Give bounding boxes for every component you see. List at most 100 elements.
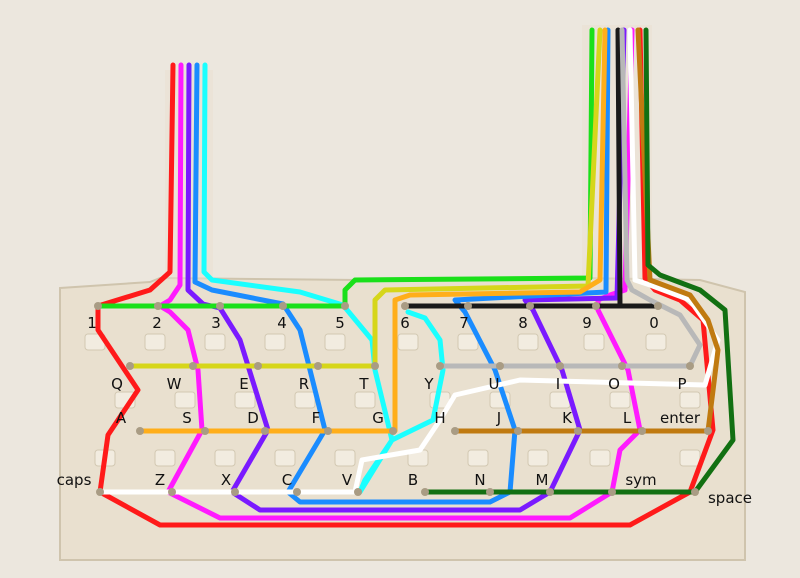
key-label-f: F [312,409,321,427]
key-label-o: O [608,375,620,393]
key-label-d: D [247,409,259,427]
wire-yellow [127,27,603,369]
key-pad [154,449,176,467]
key-label-7: 7 [459,314,469,332]
contact-point [389,427,397,435]
contact-point [686,362,694,370]
wire-traces [94,27,736,528]
contact-point [618,362,626,370]
key-label-y: Y [423,375,434,393]
key-label-a: A [116,409,127,427]
key-label-n: N [474,471,485,489]
key-label-q: Q [111,375,123,393]
contact-point [96,488,104,496]
key-label-9: 9 [582,314,592,332]
key-pad [264,333,286,351]
key-pad [204,333,226,351]
key-label-g: G [372,409,384,427]
contact-point [314,362,322,370]
contact-point [464,302,472,310]
key-label-h: H [434,409,445,427]
key-label-k: K [562,409,573,427]
key-pad [645,333,667,351]
key-label-i: I [556,375,560,393]
contact-point [421,488,429,496]
key-pad [583,333,605,351]
key-pad [144,333,166,351]
contact-point [216,302,224,310]
key-pad [679,449,701,467]
contact-point [94,302,102,310]
key-pad [527,449,549,467]
wire-darkgreen [422,27,736,495]
key-label-5: 5 [335,314,345,332]
key-label-p: P [677,375,686,393]
contact-point [136,427,144,435]
key-label-caps: caps [57,471,92,489]
key-label-6: 6 [400,314,410,332]
key-pad [467,449,489,467]
contact-point [324,427,332,435]
contact-point [451,427,459,435]
key-label-enter: enter [660,409,701,427]
key-label-8: 8 [518,314,528,332]
key-label-x: X [221,471,231,489]
key-label-1: 1 [87,314,97,332]
contact-point [231,488,239,496]
key-label-z: Z [155,471,165,489]
key-label-2: 2 [152,314,162,332]
key-label-b: B [408,471,418,489]
key-label-l: L [623,409,632,427]
key-label-t: T [358,375,369,393]
contact-point [514,427,522,435]
contact-point [436,362,444,370]
wire-red [95,27,716,528]
key-pad [324,333,346,351]
key-pad [397,333,419,351]
contact-point [341,302,349,310]
key-pad [334,449,356,467]
contact-point [168,488,176,496]
key-label-e: E [239,375,248,393]
contact-point [279,302,287,310]
key-pad [517,333,539,351]
contact-point [154,302,162,310]
key-pad [234,391,256,409]
contact-point [546,488,554,496]
contact-point [638,427,646,435]
key-pad [609,391,631,409]
contact-point [201,427,209,435]
key-pad [294,391,316,409]
contact-point [592,302,600,310]
key-label-4: 4 [277,314,287,332]
key-label-0: 0 [649,314,659,332]
contact-point [261,427,269,435]
key-label-v: V [342,471,353,489]
key-pad [274,449,296,467]
contact-point [496,362,504,370]
key-pad [354,391,376,409]
contact-point [654,302,662,310]
key-pad [174,391,196,409]
contact-point [486,488,494,496]
contact-point [691,488,699,496]
contact-point [704,427,712,435]
key-label-r: R [299,375,309,393]
key-label-3: 3 [211,314,221,332]
wire-white [97,27,721,495]
key-label-m: M [536,471,549,489]
key-pad [679,391,701,409]
contact-point [126,362,134,370]
key-label-sym: sym [625,471,656,489]
key-pad [214,449,236,467]
contact-point [608,488,616,496]
contact-point [354,488,362,496]
key-label-w: W [167,375,182,393]
key-pad [589,449,611,467]
key-pads [84,333,701,467]
contact-point [574,427,582,435]
wire-cyan [201,62,446,495]
